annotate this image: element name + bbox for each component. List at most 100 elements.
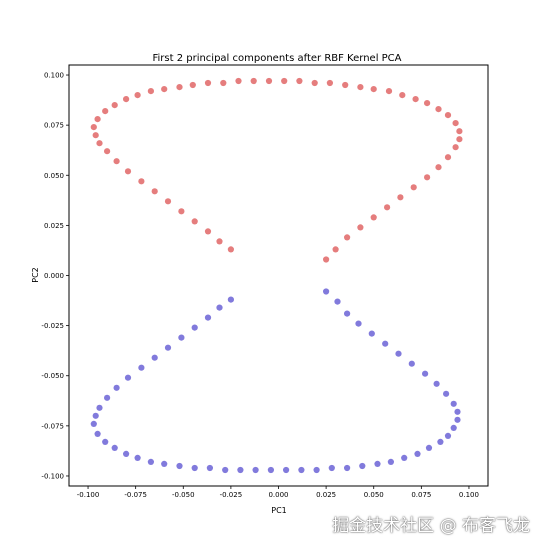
y-tick-label: 0.025 bbox=[44, 222, 64, 230]
data-point-s2-19 bbox=[134, 454, 141, 461]
data-point-s1-23 bbox=[189, 81, 196, 89]
data-point-s1-39 bbox=[424, 100, 431, 107]
data-point-s2-48 bbox=[422, 370, 429, 377]
data-point-s2-32 bbox=[328, 464, 335, 472]
data-point-s1-5 bbox=[178, 208, 185, 215]
x-tick-label: 0.100 bbox=[459, 491, 479, 499]
data-point-s1-38 bbox=[412, 96, 419, 103]
data-point-s1-42 bbox=[452, 120, 459, 127]
x-tick-label: 0.075 bbox=[411, 491, 431, 499]
y-tick-label: 0.000 bbox=[44, 272, 64, 280]
data-point-s1-26 bbox=[235, 77, 242, 85]
data-point-s1-51 bbox=[384, 204, 391, 211]
data-point-s2-35 bbox=[374, 460, 381, 467]
data-point-s2-21 bbox=[161, 460, 168, 467]
data-point-s1-21 bbox=[161, 86, 168, 93]
data-point-s2-28 bbox=[267, 466, 274, 474]
data-point-s2-20 bbox=[147, 458, 154, 465]
data-point-s1-36 bbox=[385, 88, 393, 95]
data-point-s1-7 bbox=[151, 188, 158, 195]
data-point-s2-3 bbox=[204, 314, 212, 321]
data-point-s2-33 bbox=[344, 464, 351, 472]
data-point-s2-15 bbox=[94, 430, 101, 437]
data-point-s2-25 bbox=[222, 466, 229, 474]
data-point-s2-52 bbox=[368, 330, 375, 337]
data-point-s2-5 bbox=[178, 334, 185, 341]
data-point-s2-44 bbox=[454, 408, 461, 415]
data-point-s2-16 bbox=[102, 438, 109, 445]
data-point-s1-12 bbox=[96, 140, 103, 147]
data-point-s1-48 bbox=[424, 174, 431, 181]
data-point-s2-37 bbox=[401, 454, 408, 461]
data-point-s1-34 bbox=[357, 84, 364, 91]
data-point-s1-56 bbox=[323, 256, 330, 263]
data-point-s1-29 bbox=[281, 77, 288, 85]
data-point-s1-18 bbox=[123, 96, 130, 103]
data-points bbox=[90, 77, 463, 474]
x-tick-label: 0.025 bbox=[316, 491, 336, 499]
data-point-s1-15 bbox=[94, 116, 101, 123]
data-point-s2-11 bbox=[104, 394, 111, 401]
data-point-s1-30 bbox=[296, 77, 303, 85]
data-point-s2-49 bbox=[408, 360, 415, 367]
data-point-s2-18 bbox=[123, 450, 130, 457]
data-point-s1-1 bbox=[227, 246, 234, 253]
data-point-s2-4 bbox=[191, 324, 198, 331]
data-point-s1-44 bbox=[456, 136, 463, 143]
data-point-s1-53 bbox=[357, 224, 364, 231]
data-point-s2-27 bbox=[252, 466, 259, 474]
data-point-s2-43 bbox=[454, 416, 461, 423]
data-point-s1-25 bbox=[220, 79, 227, 87]
data-point-s1-6 bbox=[164, 198, 172, 205]
y-tick-label: -0.025 bbox=[41, 322, 64, 330]
data-point-s1-2 bbox=[216, 238, 223, 245]
y-tick-label: 0.075 bbox=[44, 122, 64, 130]
data-point-s2-26 bbox=[237, 466, 244, 474]
data-point-s1-19 bbox=[134, 92, 141, 99]
data-point-s1-11 bbox=[104, 148, 111, 155]
x-tick-label: 0.000 bbox=[268, 491, 288, 499]
data-point-s2-17 bbox=[111, 444, 118, 451]
y-tick-label: -0.050 bbox=[41, 372, 64, 380]
data-point-s1-24 bbox=[204, 79, 212, 87]
data-point-s2-39 bbox=[425, 444, 433, 451]
data-point-s1-8 bbox=[138, 178, 145, 185]
data-point-s2-50 bbox=[395, 350, 402, 357]
data-point-s1-27 bbox=[250, 77, 257, 85]
data-point-s1-45 bbox=[452, 144, 459, 151]
data-point-s2-34 bbox=[359, 462, 366, 470]
data-point-s2-55 bbox=[334, 298, 341, 305]
data-point-s2-6 bbox=[164, 344, 172, 351]
data-point-s2-51 bbox=[382, 340, 389, 347]
data-point-s2-56 bbox=[323, 288, 330, 295]
data-point-s1-54 bbox=[344, 234, 351, 241]
x-tick-label: -0.075 bbox=[124, 491, 147, 499]
x-tick-label: -0.100 bbox=[77, 491, 100, 499]
data-point-s2-9 bbox=[124, 374, 132, 381]
data-point-s2-30 bbox=[298, 466, 305, 474]
chart-title: First 2 principal components after RBF K… bbox=[152, 53, 401, 64]
data-point-s2-1 bbox=[227, 296, 234, 303]
data-point-s1-22 bbox=[176, 84, 183, 91]
data-point-s1-41 bbox=[444, 112, 452, 119]
data-point-s1-50 bbox=[397, 194, 404, 201]
data-point-s1-49 bbox=[410, 184, 417, 191]
data-point-s2-54 bbox=[344, 310, 351, 317]
data-point-s1-31 bbox=[311, 79, 318, 87]
data-point-s1-40 bbox=[435, 106, 442, 113]
data-point-s1-52 bbox=[370, 214, 377, 221]
data-point-s2-13 bbox=[92, 412, 99, 419]
data-point-s1-55 bbox=[332, 246, 339, 253]
data-point-s1-10 bbox=[113, 158, 120, 165]
data-point-s2-23 bbox=[191, 464, 198, 472]
data-point-s2-38 bbox=[414, 450, 421, 457]
x-tick-label: -0.050 bbox=[172, 491, 195, 499]
data-point-s2-42 bbox=[450, 424, 457, 431]
data-point-s1-37 bbox=[399, 92, 406, 99]
data-point-s2-7 bbox=[151, 354, 158, 361]
data-point-s2-40 bbox=[437, 438, 444, 445]
x-tick-label: -0.025 bbox=[220, 491, 243, 499]
data-point-s2-14 bbox=[90, 420, 97, 427]
